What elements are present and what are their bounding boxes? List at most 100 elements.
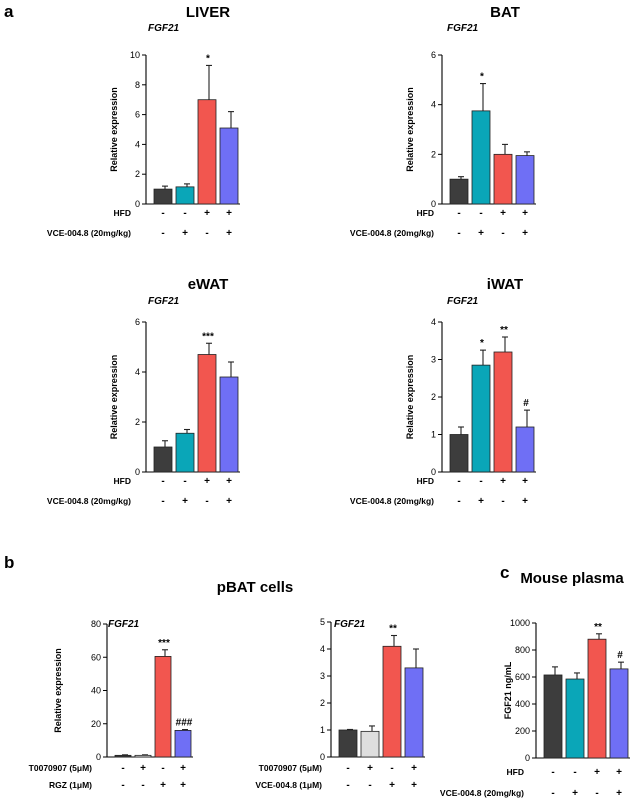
factor-sign: + — [616, 788, 622, 799]
factor-label: HFD — [114, 208, 131, 218]
factor-sign: - — [161, 496, 164, 507]
factor-sign: + — [500, 208, 506, 219]
bar — [219, 376, 239, 473]
factor-label: HFD — [417, 208, 434, 218]
factor-sign: - — [161, 763, 164, 774]
y-tick-label: 60 — [91, 652, 101, 662]
y-tick-label: 0 — [135, 467, 140, 477]
chart-4: FGF21 Relative expression 0 20 40 60 80 *** ### T… — [29, 619, 193, 791]
y-tick-label: 2 — [135, 417, 140, 427]
gene-label: FGF21 — [447, 296, 479, 307]
factor-sign: + — [594, 767, 600, 778]
bar — [493, 153, 513, 205]
factor-sign: + — [522, 208, 528, 219]
factor-label: T0070907 (5μM) — [259, 763, 322, 773]
bar — [471, 364, 491, 473]
bar — [197, 99, 217, 205]
factor-sign: + — [182, 228, 188, 239]
factor-sign: - — [161, 208, 164, 219]
factor-sign: - — [183, 476, 186, 487]
y-tick-label: 0 — [135, 199, 140, 209]
factor-sign: - — [457, 496, 460, 507]
significance-marker: # — [617, 650, 623, 661]
factor-sign: - — [161, 228, 164, 239]
factor-sign: - — [551, 767, 554, 778]
factor-sign: - — [141, 780, 144, 791]
y-tick-label: 200 — [515, 726, 530, 736]
y-tick-label: 4 — [320, 644, 325, 654]
chart-title: iWAT — [487, 276, 523, 293]
chart-0: LIVER FGF21 Relative expression 0 2 4 6 8 10 * HFD… — [47, 4, 240, 239]
bar — [114, 754, 132, 758]
factor-label: VCE-004.8 (20mg/kg) — [350, 496, 434, 506]
chart-title: LIVER — [186, 4, 230, 21]
factor-label: HFD — [114, 476, 131, 486]
y-tick-label: 10 — [130, 50, 140, 60]
significance-marker: *** — [158, 638, 170, 649]
chart-6: Mouse plasma FGF21 ng/mL 0 200 400 600 800 1000… — [440, 570, 630, 799]
y-tick-label: 4 — [431, 100, 436, 110]
factor-sign: - — [501, 228, 504, 239]
bar — [493, 351, 513, 473]
factor-sign: + — [226, 496, 232, 507]
bar — [515, 426, 535, 473]
y-axis-label: Relative expression — [53, 648, 63, 733]
factor-sign: - — [457, 228, 460, 239]
significance-marker: * — [206, 53, 210, 64]
factor-sign: - — [205, 228, 208, 239]
y-tick-label: 0 — [96, 752, 101, 762]
factor-label: T0070907 (5μM) — [29, 763, 92, 773]
factor-sign: + — [478, 228, 484, 239]
y-axis-label: Relative expression — [405, 87, 415, 172]
y-tick-label: 600 — [515, 672, 530, 682]
factor-sign: - — [346, 780, 349, 791]
factor-sign: + — [226, 476, 232, 487]
bar — [174, 730, 192, 758]
gene-label: FGF21 — [334, 619, 366, 630]
panel-letter-b: b — [4, 553, 14, 572]
factor-sign: + — [180, 763, 186, 774]
chart-title: eWAT — [188, 276, 229, 293]
bar — [219, 127, 239, 205]
y-tick-label: 400 — [515, 699, 530, 709]
factor-sign: - — [457, 476, 460, 487]
factor-sign: - — [551, 788, 554, 799]
panel-letter-c: c — [500, 563, 509, 582]
panel-letter-a: a — [4, 2, 14, 21]
bar — [449, 434, 469, 473]
factor-label: VCE-004.8 (20mg/kg) — [440, 788, 524, 798]
y-tick-label: 2 — [431, 392, 436, 402]
factor-sign: + — [160, 780, 166, 791]
factor-sign: + — [226, 208, 232, 219]
y-tick-label: 3 — [320, 671, 325, 681]
factor-sign: + — [522, 496, 528, 507]
y-tick-label: 800 — [515, 645, 530, 655]
factor-sign: - — [595, 788, 598, 799]
factor-sign: - — [121, 763, 124, 774]
significance-marker: ** — [594, 622, 602, 633]
significance-marker: # — [523, 398, 529, 409]
gene-label: FGF21 — [148, 296, 180, 307]
bar — [153, 188, 173, 205]
bar — [609, 668, 629, 759]
y-tick-label: 40 — [91, 686, 101, 696]
factor-sign: - — [121, 780, 124, 791]
y-tick-label: 1 — [431, 430, 436, 440]
y-axis-label: FGF21 ng/mL — [503, 661, 513, 719]
bar — [175, 432, 195, 473]
factor-label: VCE-004.8 (20mg/kg) — [47, 228, 131, 238]
y-tick-label: 4 — [135, 139, 140, 149]
chart-1: BAT FGF21 Relative expression 0 2 4 6 * HFD - - + + V… — [350, 4, 536, 239]
y-tick-label: 6 — [135, 317, 140, 327]
y-tick-label: 6 — [431, 50, 436, 60]
factor-label: RGZ (1μM) — [49, 780, 92, 790]
factor-sign: + — [572, 788, 578, 799]
factor-sign: + — [500, 476, 506, 487]
bar — [360, 730, 380, 758]
gene-label: FGF21 — [148, 23, 180, 34]
factor-sign: + — [616, 767, 622, 778]
bar — [153, 446, 173, 473]
y-tick-label: 3 — [431, 355, 436, 365]
factor-sign: - — [479, 208, 482, 219]
